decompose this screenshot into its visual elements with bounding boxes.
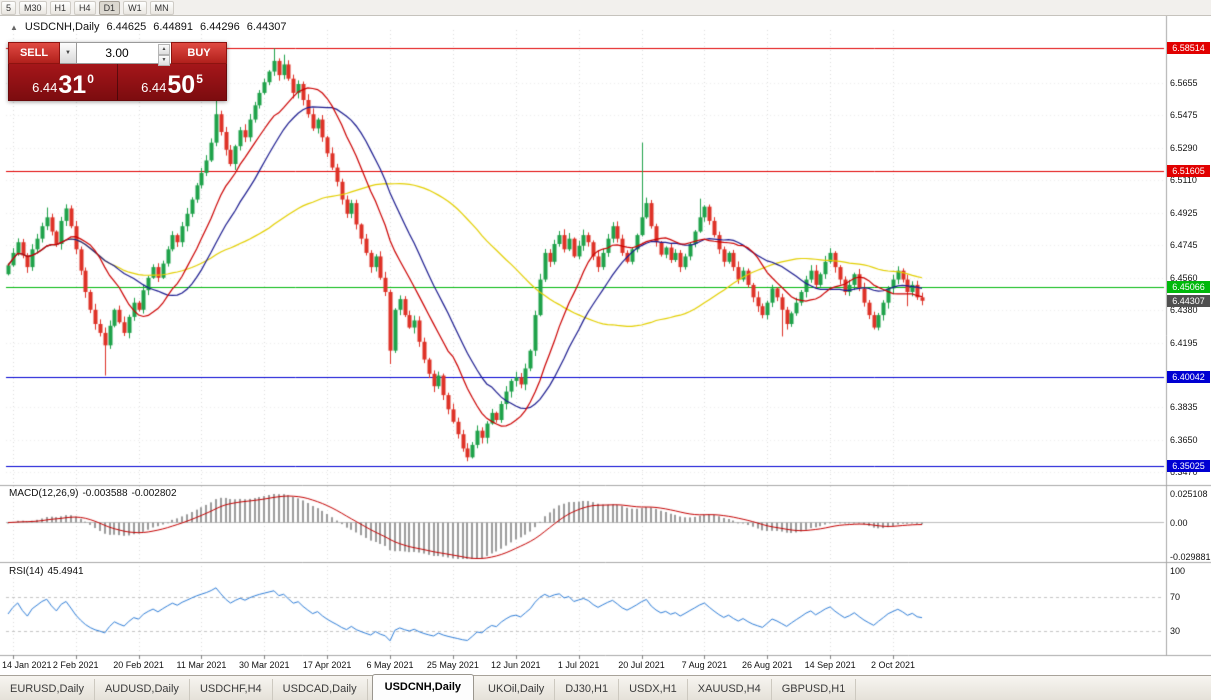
buy-price-display[interactable]: 6.44 50 5: [117, 64, 226, 100]
date-label: 2 Feb 2021: [52, 660, 99, 670]
current-price-badge: 6.44307: [1167, 294, 1210, 307]
date-label: 12 Jun 2021: [490, 660, 541, 670]
sell-button[interactable]: SELL: [8, 42, 60, 64]
timeframe-button-d1[interactable]: D1: [98, 0, 121, 15]
price-tick-label: 6.5290: [1170, 143, 1198, 153]
resistance-level-badge: 6.51605: [1167, 165, 1210, 178]
support-level-badge: 6.35025: [1167, 459, 1210, 472]
macd-axis-label: 0.025108: [1170, 488, 1208, 499]
tab-dj30-h1[interactable]: DJ30,H1: [555, 679, 620, 700]
date-label: 6 May 2021: [366, 660, 414, 670]
one-click-panel-toggle-icon[interactable]: ▲: [10, 22, 18, 32]
ohlc-close: 6.44307: [246, 21, 287, 33]
chart-symbol-label: USDCNH,Daily: [24, 21, 100, 33]
timeframe-button-mn[interactable]: MN: [149, 0, 174, 15]
tab-usdcad-daily[interactable]: USDCAD,Daily: [273, 679, 368, 700]
ohlc-high: 6.44891: [153, 21, 194, 33]
macd-signal-value: -0.002802: [131, 488, 177, 499]
date-label: 25 May 2021: [426, 660, 479, 670]
price-tick-label: 6.4560: [1170, 272, 1198, 283]
date-label: 1 Jul 2021: [557, 660, 600, 670]
one-click-trading-panel: SELL ▼ ▲ ▼ BUY 6.44 31 0 6.44 50 5: [8, 42, 227, 101]
date-label: 14 Jan 2021: [2, 660, 52, 670]
timeframe-button-5[interactable]: 5: [1, 0, 17, 15]
timeframe-button-h4[interactable]: H4: [74, 0, 96, 15]
volume-spinner: ▲ ▼: [158, 44, 170, 66]
ohlc-low: 6.44296: [200, 21, 240, 33]
tab-gbpusd-h1[interactable]: GBPUSD,H1: [772, 679, 857, 700]
date-label: 14 Sep 2021: [804, 660, 856, 670]
buy-price-sup: 5: [196, 72, 203, 86]
price-tick-label: 6.4195: [1170, 337, 1198, 348]
timeframe-toolbar: 5 M30 H1 H4 D1 W1 MN: [0, 0, 1211, 16]
volume-decrease-button[interactable]: ▼: [158, 55, 170, 66]
buy-price-big: 50: [167, 71, 196, 99]
price-tick-label: 6.5475: [1170, 110, 1198, 121]
ohlc-open: 6.44625: [106, 21, 147, 33]
sell-price-prefix: 6.44: [32, 80, 58, 95]
sell-price-big: 31: [58, 71, 87, 99]
order-controls-row: SELL ▼ ▲ ▼ BUY: [8, 42, 227, 66]
date-label: 7 Aug 2021: [681, 660, 728, 670]
price-tick-label: 6.4380: [1170, 304, 1198, 315]
tab-usdx-h1[interactable]: USDX,H1: [619, 679, 688, 700]
buy-price-prefix: 6.44: [141, 80, 167, 95]
sell-price-display[interactable]: 6.44 31 0: [9, 64, 117, 100]
tab-usdcnh-daily[interactable]: USDCNH,Daily: [371, 674, 475, 700]
order-type-dropdown[interactable]: ▼: [60, 42, 77, 64]
rsi-name: RSI(14): [9, 566, 44, 577]
date-label: 2 Oct 2021: [870, 660, 915, 670]
buy-button[interactable]: BUY: [171, 42, 227, 64]
macd-name: MACD(12,26,9): [9, 488, 79, 499]
macd-indicator-label: MACD(12,26,9) -0.003588 -0.002802: [9, 488, 181, 499]
date-label: 20 Feb 2021: [113, 660, 164, 670]
tab-xauusd-h4[interactable]: XAUUSD,H4: [688, 679, 772, 700]
price-tick-label: 6.4745: [1170, 239, 1198, 250]
rsi-axis-label: 70: [1170, 591, 1181, 602]
rsi-axis-label: 100: [1170, 566, 1186, 576]
price-tick-label: 6.3650: [1170, 434, 1198, 445]
rsi-axis-label: 30: [1170, 626, 1181, 637]
sell-price-sup: 0: [87, 72, 94, 86]
date-label: 20 Jul 2021: [618, 660, 665, 670]
volume-field: ▲ ▼: [77, 42, 171, 66]
timeframe-button-m30[interactable]: M30: [19, 0, 47, 15]
chart-tabs-bar: EURUSD,Daily AUDUSD,Daily USDCHF,H4 USDCAD,…: [0, 674, 1211, 700]
volume-input[interactable]: [77, 43, 157, 63]
volume-increase-button[interactable]: ▲: [158, 44, 170, 55]
rsi-indicator-label: RSI(14) 45.4941: [9, 566, 88, 577]
resistance-level-badge: 6.58514: [1167, 42, 1210, 55]
rsi-value: 45.4941: [47, 566, 84, 577]
order-prices-row: 6.44 31 0 6.44 50 5: [8, 64, 227, 101]
macd-axis-label: -0.029881: [1170, 551, 1211, 562]
tab-eurusd-daily[interactable]: EURUSD,Daily: [0, 679, 95, 700]
price-tick-label: 6.3835: [1170, 401, 1198, 412]
date-label: 30 Mar 2021: [239, 660, 290, 670]
date-label: 17 Apr 2021: [302, 660, 352, 670]
chevron-down-icon: ▼: [65, 50, 71, 56]
tab-usdchf-h4[interactable]: USDCHF,H4: [190, 679, 273, 700]
pivot-level-badge: 6.45066: [1167, 281, 1210, 294]
timeframe-button-w1[interactable]: W1: [123, 0, 147, 15]
date-label: 26 Aug 2021: [741, 660, 793, 670]
macd-main-value: -0.003588: [82, 488, 128, 499]
price-tick-label: 6.5655: [1170, 78, 1198, 89]
date-label: 11 Mar 2021: [176, 660, 227, 670]
tab-audusd-daily[interactable]: AUDUSD,Daily: [95, 679, 190, 700]
macd-axis-label: 0.00: [1170, 517, 1188, 528]
price-tick-label: 6.4925: [1170, 207, 1198, 218]
chart-header: ▲ USDCNH,Daily 6.44625 6.44891 6.44296 6…: [10, 21, 287, 33]
tab-ukoil-daily[interactable]: UKOil,Daily: [478, 679, 556, 700]
support-level-badge: 6.40042: [1167, 370, 1210, 383]
price-tick-label: 6.5110: [1170, 175, 1197, 185]
timeframe-button-h1[interactable]: H1: [49, 0, 72, 15]
